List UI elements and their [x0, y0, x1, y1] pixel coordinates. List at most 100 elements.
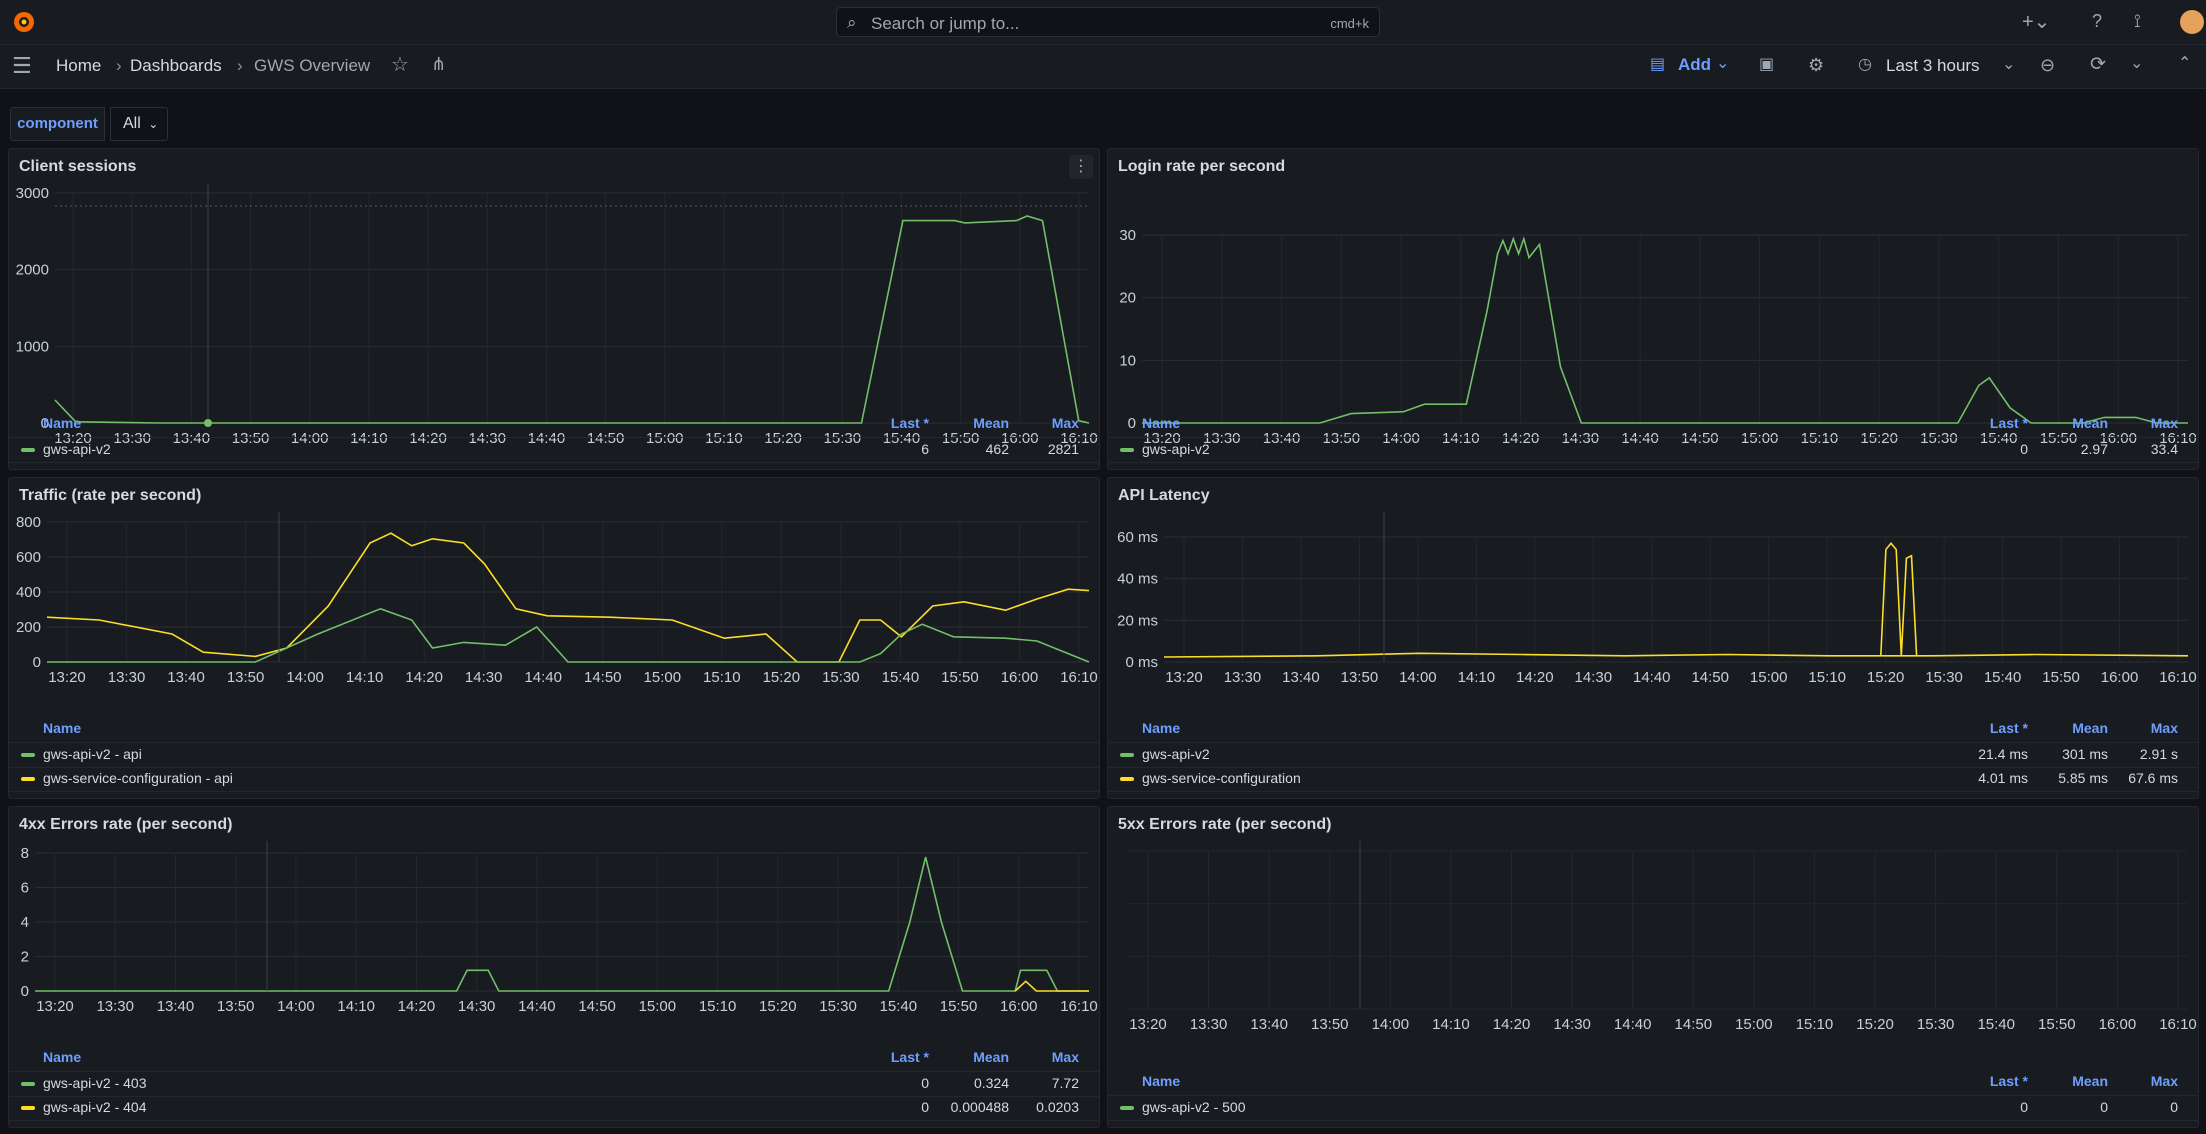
help-icon[interactable]: ?	[2092, 11, 2103, 31]
series-color-swatch	[21, 1082, 35, 1086]
x-tick-label: 15:30	[822, 669, 860, 686]
chevron-down-icon[interactable]: ⌄	[2130, 55, 2144, 72]
x-tick-label: 16:10	[1060, 998, 1098, 1015]
legend-header: Name Last * Mean Max	[9, 415, 1099, 433]
legend-header-max[interactable]: Max	[2150, 1073, 2178, 1089]
series-max: 67.6 ms	[2128, 770, 2178, 786]
legend-row[interactable]: gws-api-v2 - api	[9, 742, 1099, 768]
legend-header-max[interactable]: Max	[1051, 1049, 1079, 1065]
legend-row[interactable]: gws-api-v2 6 462 2821	[9, 437, 1099, 463]
x-tick-label: 15:10	[1808, 669, 1846, 686]
component-select[interactable]: All ⌄	[110, 107, 168, 141]
x-tick-label: 15:10	[1796, 1016, 1834, 1033]
search-input[interactable]: ⌕ Search or jump to... cmd+k	[836, 7, 1380, 37]
x-tick-label: 16:10	[2159, 1016, 2197, 1033]
series-max: 7.72	[1051, 1075, 1079, 1091]
save-icon[interactable]: ▣	[1759, 56, 1775, 73]
x-tick-label: 15:20	[759, 998, 797, 1015]
x-tick-label: 14:50	[584, 669, 622, 686]
x-tick-label: 16:00	[2099, 1016, 2137, 1033]
collapse-up-icon[interactable]: ⌃	[2178, 55, 2192, 72]
errors-5xx-chart[interactable]: 13:20 13:30 13:40 13:50 14:00 14:10 14:20 14:30…	[1108, 841, 2200, 1099]
legend-header-last[interactable]: Last *	[1989, 720, 2028, 736]
series-last: 0	[921, 1099, 929, 1115]
x-tick-label: 14:50	[1691, 669, 1729, 686]
x-tick-label: 15:40	[882, 669, 920, 686]
x-tick-label: 14:40	[1614, 1016, 1652, 1033]
series-line	[1142, 236, 2188, 424]
legend-header-last[interactable]: Last *	[1989, 415, 2028, 431]
legend-header-mean[interactable]: Mean	[2072, 1073, 2108, 1089]
new-plus-icon[interactable]: +⌄	[2022, 11, 2051, 33]
legend-header-max[interactable]: Max	[2150, 720, 2178, 736]
legend-row[interactable]: gws-api-v2 21.4 ms 301 ms 2.91 s	[1108, 742, 2198, 768]
x-tick-label: 14:30	[465, 669, 503, 686]
series-color-swatch	[21, 1106, 35, 1110]
x-tick-label: 14:50	[1675, 1016, 1713, 1033]
legend-header-mean[interactable]: Mean	[2072, 415, 2108, 431]
legend-header-last[interactable]: Last *	[1989, 1073, 2028, 1089]
star-icon[interactable]: ☆	[391, 54, 409, 76]
panel-title: 4xx Errors rate (per second)	[19, 816, 233, 833]
legend-header-mean[interactable]: Mean	[973, 1049, 1009, 1065]
grafana-logo-icon[interactable]	[12, 10, 36, 34]
legend-row[interactable]: gws-api-v2 - 404 0 0.000488 0.0203	[9, 1096, 1099, 1121]
kebab-menu-icon[interactable]: ⋮	[1069, 155, 1093, 179]
x-tick-label: 16:00	[1001, 669, 1039, 686]
legend-header-max[interactable]: Max	[1051, 415, 1079, 431]
y-tick-label: 0	[33, 654, 41, 671]
series-name: gws-service-configuration - api	[43, 770, 233, 786]
panel-login-rate: Login rate per second 0 10 20 30 13:20 13:30 1…	[1107, 148, 2199, 470]
errors-4xx-chart[interactable]: 0 2 4 6 8 13:20 13:30 13:40 13:50 14:00 14:10 14:20…	[9, 841, 1101, 1081]
add-button[interactable]: ▤ Add ⌄	[1650, 54, 1730, 80]
gear-icon[interactable]: ⚙	[1808, 55, 1825, 75]
menu-icon[interactable]: ☰	[12, 53, 32, 78]
annotation-marker[interactable]	[204, 419, 212, 427]
legend-header-last[interactable]: Last *	[890, 415, 929, 431]
legend-row[interactable]: gws-api-v2 - 500 0 0 0	[1108, 1095, 2198, 1121]
legend-row[interactable]: gws-api-v2 0 2.97 33.4	[1108, 437, 2198, 463]
legend-header-mean[interactable]: Mean	[973, 415, 1009, 431]
y-tick-label: 0	[41, 415, 49, 432]
x-tick-label: 14:50	[578, 998, 616, 1015]
x-tick-label: 14:20	[398, 998, 436, 1015]
series-line	[35, 856, 1089, 992]
series-last: 0	[921, 1075, 929, 1091]
legend-row[interactable]: gws-service-configuration - api	[9, 767, 1099, 792]
legend-header-max[interactable]: Max	[2150, 415, 2178, 431]
x-tick-label: 14:30	[1553, 1016, 1591, 1033]
x-tick-label: 16:10	[2159, 669, 2197, 686]
legend-row[interactable]: gws-api-v2 - 403 0 0.324 7.72	[9, 1071, 1099, 1097]
series-color-swatch	[1120, 448, 1134, 452]
legend-header: Name Last * Mean Max	[1108, 720, 2198, 738]
y-tick-label: 4	[21, 914, 29, 931]
x-tick-label: 16:00	[2101, 669, 2139, 686]
legend-row[interactable]: gws-service-configuration 4.01 ms 5.85 ms 6…	[1108, 767, 2198, 792]
legend-header-name: Name	[43, 415, 82, 431]
refresh-icon[interactable]: ⟳	[2090, 54, 2106, 75]
panel-title: Login rate per second	[1118, 158, 1286, 175]
breadcrumb-dashboards[interactable]: Dashboards	[130, 56, 222, 75]
share-icon[interactable]: ⋔	[431, 54, 447, 74]
series-mean: 5.85 ms	[2058, 770, 2108, 786]
x-tick-label: 13:40	[1282, 669, 1320, 686]
legend-header-mean[interactable]: Mean	[2072, 720, 2108, 736]
legend-header-last[interactable]: Last *	[890, 1049, 929, 1065]
series-mean: 0.324	[973, 1075, 1009, 1091]
add-label: Add	[1678, 55, 1712, 74]
zoom-out-icon[interactable]: ⊖	[2040, 55, 2056, 75]
x-tick-label: 13:20	[36, 998, 74, 1015]
news-feed-icon[interactable]: ⟟	[2134, 11, 2141, 31]
series-max: 0.0203	[1036, 1099, 1079, 1115]
avatar[interactable]	[2180, 10, 2204, 34]
panel-title: 5xx Errors rate (per second)	[1118, 816, 1332, 833]
api-latency-chart[interactable]: 0 ms 20 ms 40 ms 60 ms 13:20 13:30 13:40 13:50 1…	[1108, 512, 2200, 752]
time-picker[interactable]: ◷ Last 3 hours ⌄	[1858, 54, 2018, 80]
x-tick-label: 13:50	[227, 669, 265, 686]
x-tick-label: 13:40	[157, 998, 195, 1015]
traffic-chart[interactable]: 0 200 400 600 800 13:20 13:30 13:40 13:50 14:00 14…	[9, 512, 1101, 752]
breadcrumb-home[interactable]: Home	[56, 56, 102, 75]
x-tick-label: 15:50	[2042, 669, 2080, 686]
